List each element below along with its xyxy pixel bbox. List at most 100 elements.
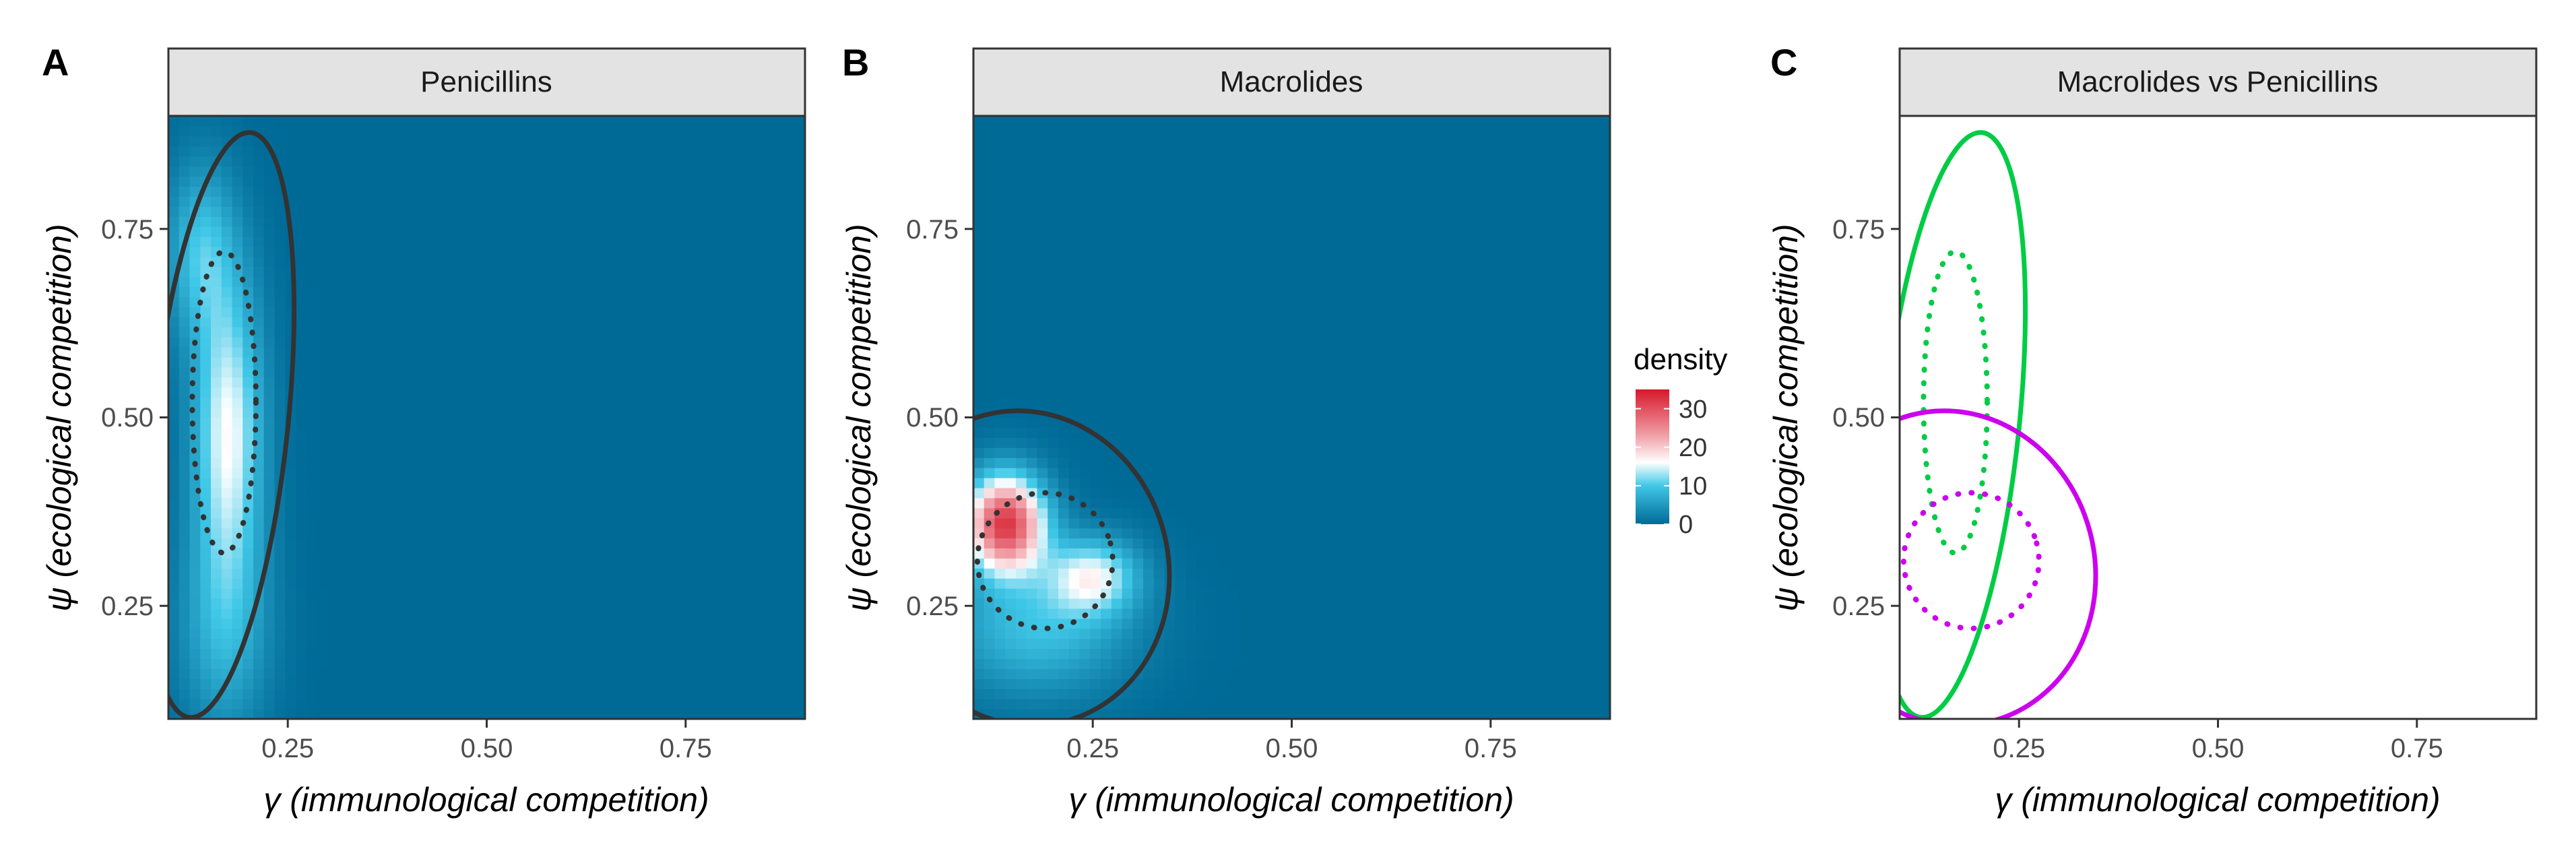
heatmap-cell bbox=[296, 709, 307, 719]
heatmap-cell bbox=[984, 437, 996, 448]
heatmap-cell bbox=[200, 357, 212, 368]
heatmap-cell bbox=[285, 548, 296, 559]
heatmap-cell bbox=[476, 699, 488, 709]
heatmap-cell bbox=[433, 296, 445, 308]
heatmap-cell bbox=[168, 487, 180, 499]
heatmap-cell bbox=[699, 709, 710, 719]
heatmap-cell bbox=[274, 236, 286, 247]
heatmap-cell bbox=[560, 668, 573, 679]
heatmap-cell bbox=[794, 327, 805, 338]
heatmap-cell bbox=[741, 618, 752, 629]
heatmap-cell bbox=[370, 588, 381, 599]
heatmap-cell bbox=[529, 628, 540, 639]
heatmap-cell bbox=[540, 407, 551, 418]
heatmap-cell bbox=[296, 337, 307, 348]
heatmap-cell bbox=[253, 648, 265, 660]
heatmap-cell bbox=[752, 196, 763, 207]
heatmap-cell bbox=[221, 478, 233, 488]
heatmap-cell bbox=[678, 176, 689, 187]
heatmap-cell bbox=[1206, 658, 1218, 670]
heatmap-cell bbox=[497, 327, 509, 338]
heatmap-cell bbox=[1111, 598, 1123, 609]
heatmap-cell bbox=[401, 186, 413, 197]
heatmap-cell bbox=[614, 497, 625, 509]
heatmap-cell bbox=[1196, 648, 1208, 660]
heatmap-cell bbox=[783, 618, 795, 629]
heatmap-cell bbox=[656, 538, 668, 549]
heatmap-cell bbox=[752, 588, 763, 599]
heatmap-cell bbox=[455, 618, 466, 629]
heatmap-cell bbox=[1048, 457, 1059, 468]
heatmap-cell bbox=[783, 286, 795, 298]
heatmap-cell bbox=[656, 678, 668, 689]
heatmap-cell bbox=[984, 327, 996, 338]
heatmap-cell bbox=[1196, 317, 1208, 327]
heatmap-cell bbox=[306, 307, 318, 317]
heatmap-cell bbox=[688, 206, 700, 217]
heatmap-cell bbox=[603, 296, 615, 308]
x-tick-label: 0.50 bbox=[461, 734, 513, 763]
heatmap-cell bbox=[1153, 176, 1165, 187]
heatmap-cell bbox=[497, 196, 509, 207]
heatmap-cell bbox=[476, 236, 488, 247]
heatmap-cell bbox=[720, 387, 732, 398]
heatmap-cell bbox=[794, 296, 805, 308]
heatmap-cell bbox=[1079, 116, 1091, 127]
heatmap-cell bbox=[296, 216, 307, 227]
heatmap-cell bbox=[973, 206, 985, 217]
heatmap-cell bbox=[1090, 397, 1101, 408]
heatmap-cell bbox=[994, 468, 1006, 478]
heatmap-cell bbox=[444, 437, 455, 448]
heatmap-cell bbox=[582, 276, 593, 288]
heatmap-cell bbox=[984, 377, 996, 388]
heatmap-cell bbox=[603, 478, 615, 488]
heatmap-cell bbox=[412, 628, 424, 639]
heatmap-cell bbox=[1037, 437, 1048, 448]
heatmap-cell bbox=[518, 558, 530, 569]
heatmap-cell bbox=[699, 588, 710, 599]
heatmap-cell bbox=[763, 468, 774, 478]
heatmap-cell bbox=[1206, 427, 1218, 438]
heatmap-cell bbox=[1196, 699, 1208, 709]
heatmap-cell bbox=[1101, 317, 1112, 327]
heatmap-cell bbox=[773, 638, 785, 650]
heatmap-cell bbox=[476, 538, 488, 549]
heatmap-cell bbox=[560, 628, 573, 639]
heatmap-cell bbox=[678, 709, 689, 719]
heatmap-cell bbox=[794, 548, 805, 559]
heatmap-cell bbox=[486, 598, 498, 609]
heatmap-cell bbox=[327, 327, 339, 338]
heatmap-cell bbox=[243, 367, 254, 378]
heatmap-cell bbox=[370, 276, 381, 288]
heatmap-cell bbox=[274, 296, 286, 308]
heatmap-cell bbox=[1206, 638, 1218, 650]
heatmap-cell bbox=[667, 588, 678, 599]
heatmap-cell bbox=[370, 658, 381, 670]
heatmap-cell bbox=[1101, 397, 1112, 408]
heatmap-cell bbox=[243, 447, 254, 458]
heatmap-cell bbox=[381, 286, 392, 298]
heatmap-cell bbox=[1122, 558, 1133, 569]
heatmap-cell bbox=[1153, 135, 1165, 147]
heatmap-cell bbox=[741, 397, 752, 408]
heatmap-cell bbox=[571, 116, 583, 127]
heatmap-cell bbox=[327, 307, 339, 317]
heatmap-cell bbox=[391, 256, 403, 267]
heatmap-cell bbox=[1026, 497, 1038, 509]
heatmap-cell bbox=[582, 337, 593, 348]
heatmap-cell bbox=[1111, 618, 1123, 629]
heatmap-cell bbox=[359, 176, 371, 187]
heatmap-cell bbox=[391, 528, 403, 539]
heatmap-cell bbox=[1048, 588, 1059, 599]
heatmap-cell bbox=[984, 347, 996, 358]
heatmap-cell bbox=[1175, 236, 1186, 247]
heatmap-cell bbox=[550, 598, 562, 609]
heatmap-cell bbox=[508, 196, 519, 207]
heatmap-cell bbox=[1175, 367, 1186, 378]
heatmap-cell bbox=[1079, 226, 1091, 237]
heatmap-cell bbox=[973, 618, 985, 629]
heatmap-cell bbox=[593, 387, 604, 398]
heatmap-cell bbox=[306, 598, 318, 609]
heatmap-cell bbox=[1132, 678, 1144, 689]
heatmap-cell bbox=[1016, 457, 1027, 468]
